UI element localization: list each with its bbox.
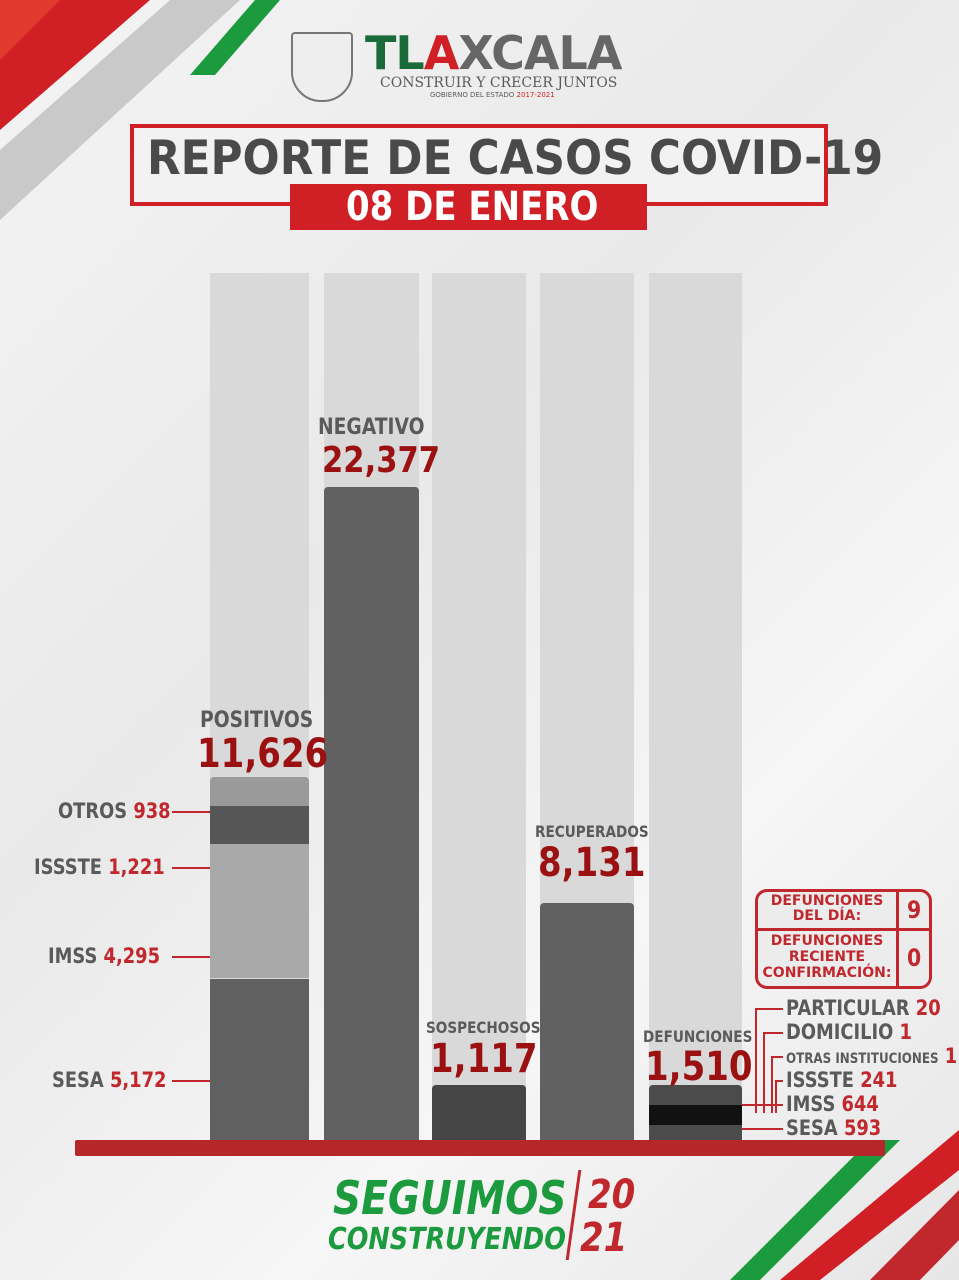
page-title: REPORTE DE CASOS COVID-19 — [147, 131, 884, 186]
negativo-label: NEGATIVO — [318, 415, 425, 440]
leader-line — [742, 1104, 783, 1106]
leader-line — [172, 811, 210, 813]
leader-line — [172, 1080, 210, 1082]
sesa-def-label: SESA 593 — [786, 1116, 882, 1140]
column-bg-sospechosos — [432, 273, 526, 1140]
recuperados-label: RECUPERADOS — [535, 822, 649, 841]
positivos-value: 11,626 — [197, 731, 329, 777]
leader-line — [763, 1032, 783, 1034]
defunciones-dia-value: 9 — [907, 896, 922, 924]
coat-of-arms-icon — [291, 32, 353, 102]
defunciones-dia-label: DEFUNCIONES DEL DÍA: — [770, 893, 884, 924]
leader-line — [172, 867, 210, 869]
defunciones-box: DEFUNCIONES DEL DÍA: 9 DEFUNCIONES RECIE… — [755, 889, 932, 989]
sesa-label: SESA 5,172 — [52, 1068, 167, 1092]
otras-instituciones-label: OTRAS INSTITUCIONES 11 — [786, 1044, 959, 1068]
imss-label: IMSS 4,295 — [48, 944, 161, 968]
defunciones-reciente-value: 0 — [907, 944, 922, 972]
issste-label: ISSSTE 1,221 — [34, 855, 165, 879]
leader-line — [172, 956, 210, 958]
box-divider — [758, 928, 929, 931]
column-bg-defunciones — [649, 273, 742, 1140]
footer-year-bottom: 21 — [580, 1215, 628, 1261]
leader-line — [775, 1080, 777, 1113]
defunciones-label: DEFUNCIONES — [643, 1027, 753, 1046]
report-date: 08 DE ENERO — [346, 184, 599, 230]
leader-line — [742, 1128, 783, 1130]
issste-def-label: ISSSTE 241 — [786, 1068, 898, 1092]
chart-baseline — [75, 1140, 885, 1156]
bar-segment-defunciones-imss — [649, 1105, 742, 1125]
negativo-value: 22,377 — [322, 440, 441, 481]
leader-line — [771, 1056, 773, 1113]
leader-line — [763, 1032, 765, 1113]
leader-line — [755, 1008, 783, 1010]
leader-line — [771, 1056, 783, 1058]
domicilio-label: DOMICILIO 1 — [786, 1020, 912, 1044]
defunciones-value: 1,510 — [645, 1044, 753, 1090]
logo-title: TLAXCALA — [365, 26, 622, 80]
bar-segment-positivos-imss — [210, 844, 309, 979]
positivos-label: POSITIVOS — [200, 708, 314, 733]
logo-sub: GOBIERNO DEL ESTADO — [430, 91, 515, 99]
recuperados-value: 8,131 — [538, 840, 646, 886]
date-banner — [290, 184, 647, 230]
particular-label: PARTICULAR 20 — [786, 996, 941, 1020]
bar-recuperados — [540, 902, 634, 1140]
logo-years: 2017-2021 — [516, 91, 555, 99]
box-divider — [896, 892, 899, 986]
bar-segment-positivos-sesa — [210, 978, 309, 1140]
imss-def-label: IMSS 644 — [786, 1092, 879, 1116]
sospechosos-value: 1,117 — [430, 1036, 538, 1082]
footer-line1: SEGUIMOS — [333, 1171, 567, 1225]
otros-label: OTROS 938 — [58, 799, 171, 823]
footer-year-top: 20 — [588, 1172, 636, 1218]
bar-negativo — [324, 487, 419, 1140]
logo-tagline: CONSTRUIR Y CRECER JUNTOS — [380, 75, 618, 91]
leader-line — [775, 1080, 783, 1082]
bar-segment-positivos-issste — [210, 806, 309, 845]
bar-sospechosos — [432, 1085, 526, 1140]
bar-segment-positivos-otros — [210, 776, 309, 807]
footer-line2: CONSTRUYENDO — [328, 1222, 566, 1257]
leader-line — [755, 1008, 757, 1113]
defunciones-reciente-label: DEFUNCIONES RECIENTE CONFIRMACIÓN: — [762, 933, 892, 981]
sospechosos-label: SOSPECHOSOS — [426, 1018, 541, 1037]
